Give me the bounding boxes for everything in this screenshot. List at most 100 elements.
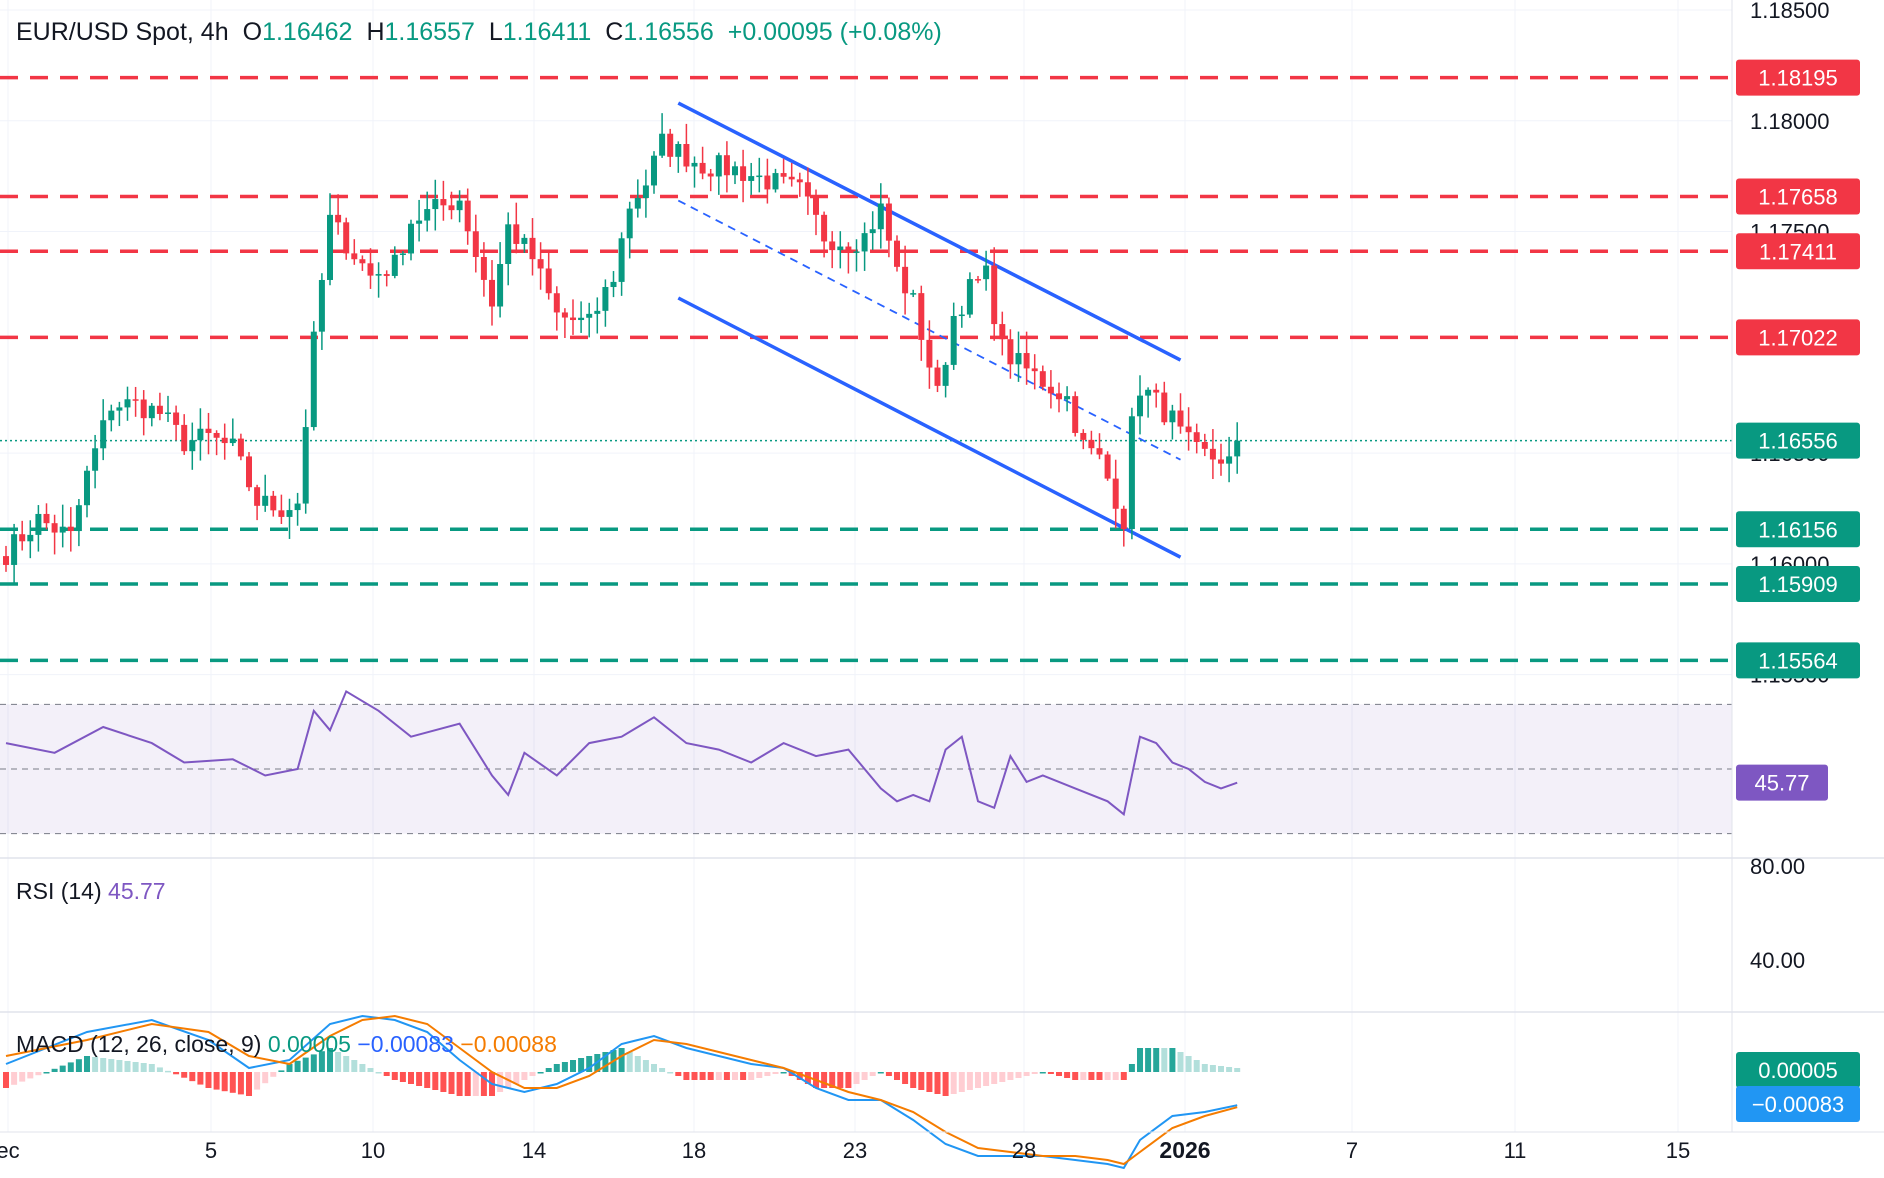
macd-histogram-bar: [254, 1072, 261, 1090]
candle-body: [853, 251, 860, 253]
candle-body: [594, 310, 601, 314]
candle-body: [958, 314, 965, 317]
candle-body: [772, 173, 779, 190]
time-tick-label: 10: [361, 1138, 385, 1163]
macd-histogram-bar: [189, 1072, 196, 1082]
symbol-name[interactable]: EUR/USD Spot: [16, 18, 187, 46]
timeframe[interactable]: 4h: [200, 18, 229, 46]
candle-body: [885, 203, 892, 241]
open-value: 1.16462: [262, 18, 353, 46]
rsi-legend[interactable]: RSI (14) 45.77: [16, 878, 166, 905]
candle-body: [1193, 432, 1200, 443]
macd-histogram-bar: [213, 1072, 220, 1090]
candle-body: [837, 246, 844, 251]
candle-body: [537, 259, 544, 269]
macd-hist-value: 0.00005: [267, 1031, 351, 1057]
high-value: 1.16557: [384, 18, 475, 46]
macd-histogram-bar: [521, 1072, 528, 1080]
macd-histogram-bar: [205, 1072, 212, 1088]
macd-histogram-bar: [869, 1072, 876, 1076]
candle-body: [821, 214, 828, 242]
macd-histogram-bar: [367, 1068, 374, 1072]
candle-body: [902, 266, 909, 294]
candle-body: [1120, 508, 1127, 530]
macd-histogram-bar: [1112, 1072, 1119, 1080]
macd-histogram-bar: [642, 1060, 649, 1072]
macd-histogram-bar: [75, 1059, 82, 1072]
candle-body: [732, 166, 738, 176]
candle-body: [707, 173, 714, 177]
candle-body: [480, 256, 487, 280]
price-tick-label: 1.18000: [1750, 109, 1830, 134]
time-tick-label: 7: [1346, 1138, 1358, 1163]
macd-histogram-bar: [1137, 1048, 1143, 1072]
candle-body: [610, 281, 617, 288]
macd-histogram-bar: [351, 1060, 358, 1072]
macd-histogram-bar: [561, 1062, 568, 1072]
time-tick-label: 28: [1012, 1138, 1036, 1163]
macd-histogram-bar: [983, 1072, 990, 1086]
macd-histogram-bar: [553, 1064, 560, 1072]
candle-body: [788, 176, 795, 180]
candle-body: [634, 198, 641, 209]
macd-histogram-bar: [1064, 1072, 1071, 1078]
macd-histogram-bar: [124, 1061, 131, 1072]
header-comma: ,: [186, 18, 201, 46]
candle-body: [521, 237, 528, 244]
candle-body: [197, 428, 204, 441]
candle-body: [286, 510, 293, 517]
candle-body: [553, 293, 560, 313]
macd-histogram-bar: [1128, 1064, 1135, 1072]
macd-panel: [3, 1014, 1241, 1170]
macd-histogram-bar: [529, 1072, 536, 1076]
macd-histogram-bar: [513, 1072, 520, 1084]
candle-body: [1039, 371, 1046, 387]
open-label: O: [242, 18, 263, 46]
macd-histogram-bar: [302, 1057, 309, 1072]
macd-histogram-bar: [829, 1072, 836, 1088]
macd-histogram-bar: [715, 1072, 722, 1080]
candle-body: [570, 317, 576, 321]
candle-body: [877, 203, 884, 230]
candle-body: [399, 253, 406, 255]
candle-body: [1169, 410, 1176, 423]
candle-body: [1047, 386, 1054, 394]
candle-body: [975, 279, 981, 281]
candle-body: [205, 428, 212, 433]
change-value: +0.00095 (+0.08%): [727, 18, 942, 46]
rsi-band: [0, 703, 1732, 835]
last-price-tag-label: 1.16556: [1758, 429, 1838, 454]
candle-body: [1185, 426, 1192, 433]
macd-histogram-bar: [578, 1058, 585, 1072]
candle-body: [1201, 442, 1208, 449]
macd-histogram-bar: [1177, 1052, 1184, 1072]
candle-body: [1153, 389, 1160, 393]
macd-histogram-bar: [1226, 1067, 1233, 1072]
candle-body: [254, 487, 261, 506]
macd-histogram-bar: [359, 1064, 366, 1072]
macd-histogram-bar: [1023, 1072, 1030, 1076]
rsi-title: RSI (14): [16, 878, 102, 904]
macd-histogram-bar: [926, 1072, 933, 1092]
macd-line-value: −0.00083: [357, 1031, 454, 1057]
macd-histogram-bar: [894, 1072, 900, 1080]
candle-body: [148, 405, 155, 419]
candle-body: [35, 513, 42, 535]
candle-body: [1177, 410, 1184, 427]
macd-histogram-bar: [1047, 1072, 1054, 1074]
macd-histogram-bar: [327, 1048, 333, 1072]
candle-body: [497, 263, 504, 307]
candle-body: [489, 279, 495, 307]
candle-body: [683, 144, 690, 167]
candle-body: [391, 254, 398, 276]
candle-body: [561, 312, 568, 318]
candle-body: [278, 510, 285, 517]
macd-histogram-bar: [1145, 1048, 1152, 1072]
macd-histogram-bar: [278, 1070, 285, 1072]
macd-histogram-bar: [966, 1072, 973, 1090]
macd-histogram-bar: [286, 1064, 293, 1072]
macd-histogram-bar: [391, 1072, 398, 1080]
macd-legend[interactable]: MACD (12, 26, close, 9) 0.00005 −0.00083…: [16, 1031, 557, 1058]
candle-body: [910, 293, 917, 295]
